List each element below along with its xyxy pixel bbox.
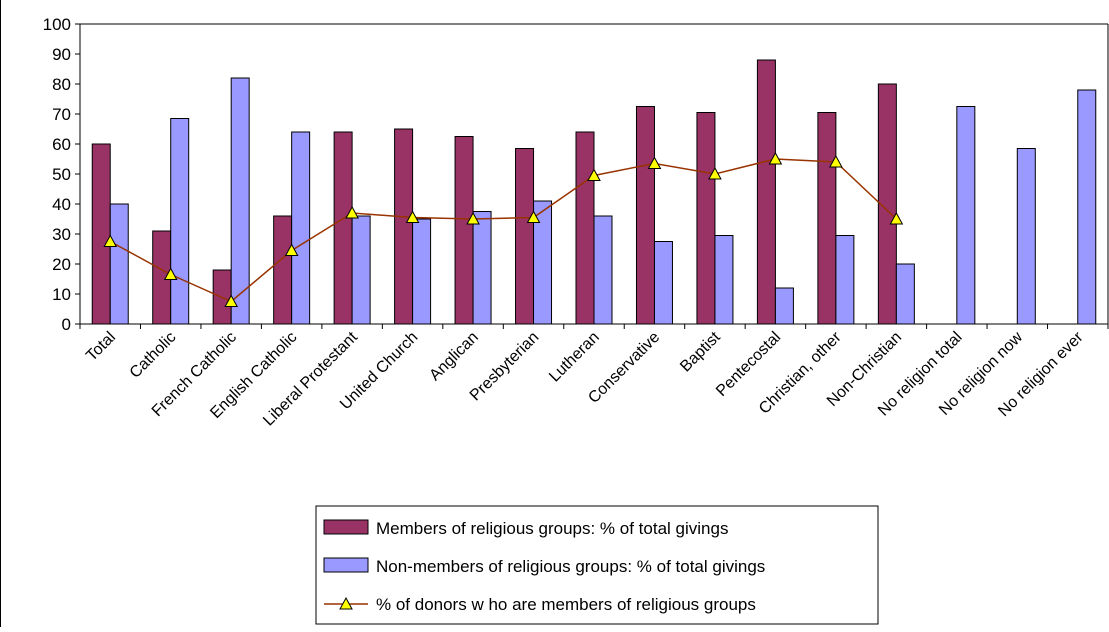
legend-swatch-non-members [323, 557, 369, 573]
line-marker-total [103, 234, 118, 247]
bar-members-liberal-protestant [333, 131, 353, 325]
line-marker-liberal-protestant [345, 205, 359, 219]
line-marker-christian-other [829, 154, 843, 168]
y-tick-label: 90 [52, 45, 71, 64]
x-tick-label-total: Total [83, 329, 119, 365]
line-marker-pentecostal [768, 151, 783, 165]
line-marker-lutheran [587, 168, 601, 181]
line-marker-french-catholic [224, 294, 239, 307]
legend-label-2: % of donors w ho are members of religiou… [376, 595, 756, 614]
bar-non-members-anglican [472, 211, 492, 325]
bar-members-pentecostal [756, 59, 776, 325]
bar-non-members-no-religion-ever [1077, 89, 1097, 325]
bar-members-anglican [454, 136, 474, 325]
chart-frame-left-border [0, 0, 1, 627]
bar-non-members-no-religion-now [1016, 148, 1036, 325]
bar-non-members-christian-other [835, 235, 855, 325]
bar-members-christian-other [817, 112, 837, 325]
bar-non-members-liberal-protestant [351, 215, 371, 325]
y-tick-label: 40 [52, 195, 71, 214]
x-tick-label-lutheran: Lutheran [546, 329, 603, 386]
bar-non-members-conservative [653, 241, 673, 325]
bar-non-members-catholic [170, 118, 190, 325]
line-marker-anglican [466, 211, 480, 225]
bar-non-members-total [109, 203, 129, 325]
legend-swatch-members [323, 519, 369, 535]
y-tick-label: 80 [52, 75, 71, 94]
line-marker-english-catholic [284, 243, 299, 256]
bar-non-members-baptist [714, 235, 734, 325]
bar-members-total [91, 143, 111, 325]
x-tick-label-anglican: Anglican [426, 329, 481, 384]
y-tick-label: 70 [52, 105, 71, 124]
bar-non-members-french-catholic [230, 77, 250, 325]
bar-members-united-church [394, 128, 414, 325]
legend: Members of religious groups: % of total … [315, 505, 879, 625]
bar-members-english-catholic [273, 215, 293, 325]
bar-non-members-non-christian [895, 263, 915, 325]
y-tick-label: 50 [52, 165, 71, 184]
bar-members-baptist [696, 112, 716, 325]
bar-non-members-lutheran [593, 215, 613, 325]
legend-marker-swatch [339, 596, 353, 610]
y-tick-label: 20 [52, 255, 71, 274]
line-marker-catholic [163, 267, 178, 280]
y-tick-label: 0 [62, 315, 71, 334]
donors-line [109, 158, 897, 303]
bar-members-lutheran [575, 131, 595, 325]
x-tick-label-catholic: Catholic [127, 329, 180, 382]
y-tick-label: 60 [52, 135, 71, 154]
line-marker-baptist [708, 166, 722, 180]
legend-box [315, 505, 879, 625]
bar-members-presbyterian [515, 148, 535, 325]
bar-non-members-united-church [412, 218, 432, 325]
line-marker-non-christian [889, 211, 904, 225]
legend-label-0: Members of religious groups: % of total … [376, 519, 728, 538]
line-marker-conservative [647, 156, 662, 169]
legend-label-1: Non-members of religious groups: % of to… [376, 557, 765, 576]
line-marker-united-church [405, 210, 420, 223]
line-marker-presbyterian [526, 210, 541, 223]
bar-non-members-english-catholic [291, 131, 311, 325]
bar-non-members-no-religion-total [956, 106, 976, 325]
y-tick-label: 100 [43, 15, 71, 34]
y-tick-label: 30 [52, 225, 71, 244]
bar-non-members-pentecostal [774, 287, 794, 325]
x-tick-label-baptist: Baptist [677, 328, 724, 375]
y-tick-label: 10 [52, 285, 71, 304]
bar-members-conservative [635, 106, 655, 325]
